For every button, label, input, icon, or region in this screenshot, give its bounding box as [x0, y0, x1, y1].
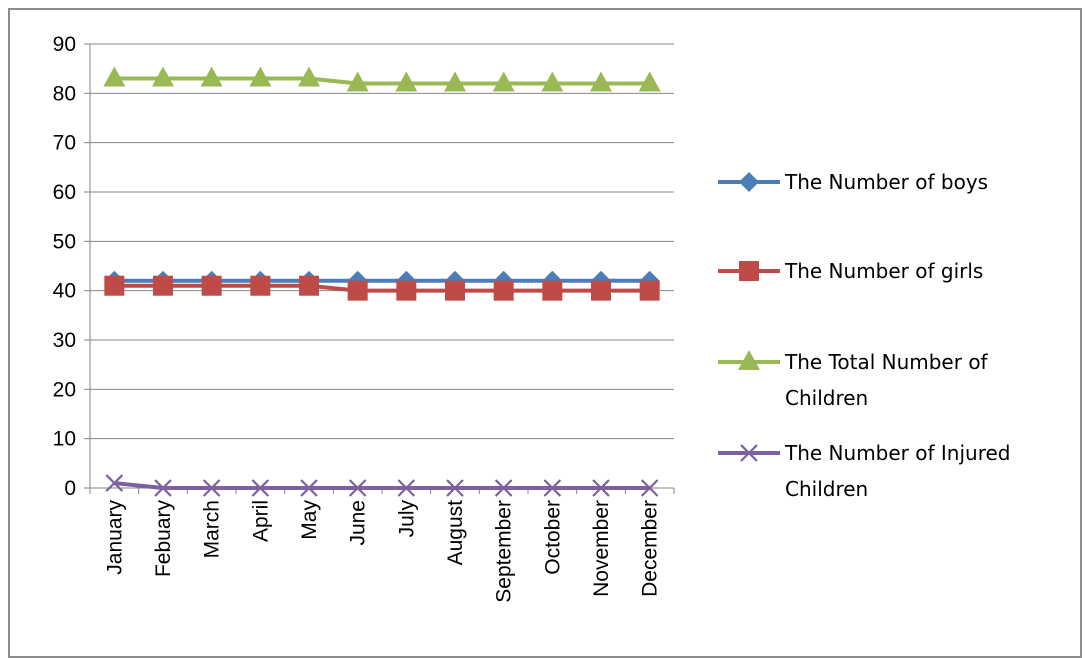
y-tick-label: 0: [64, 477, 76, 500]
series-line: [114, 76, 650, 86]
x-marker-stroke: [300, 479, 318, 497]
data-point: [347, 280, 368, 301]
x-marker-stroke: [348, 479, 367, 497]
series-0: [104, 270, 660, 291]
y-tick-label: 20: [53, 378, 76, 401]
series: [103, 66, 661, 497]
data-point: [152, 66, 174, 87]
x-marker-stroke: [397, 479, 416, 497]
x-tick-label: August: [444, 500, 467, 566]
data-point: [300, 479, 318, 497]
data-point: [298, 66, 320, 87]
gridlines: [90, 43, 674, 440]
data-point: [202, 479, 221, 497]
data-point: [104, 275, 125, 296]
data-point: [397, 479, 416, 497]
x-marker-stroke: [202, 479, 221, 497]
x-tick-label: May: [298, 500, 321, 540]
x-tick-label: Febuary: [152, 500, 175, 578]
x-tick-label: April: [249, 500, 272, 542]
y-tick-label: 80: [53, 82, 76, 105]
legend-label: Children: [785, 477, 868, 501]
legend-marker: [739, 261, 759, 281]
legend-marker: [739, 172, 759, 192]
data-point: [640, 479, 659, 497]
data-point: [153, 275, 173, 296]
data-point: [249, 66, 272, 87]
x-tick-label: September: [493, 500, 516, 603]
legend-item-2: The Total Number of Children: [718, 350, 989, 410]
data-point: [592, 479, 610, 497]
y-tick-label: 60: [53, 181, 76, 204]
x-tick-label: October: [541, 500, 564, 575]
data-point: [105, 474, 124, 492]
x-marker-stroke: [494, 479, 513, 497]
data-point: [543, 479, 562, 497]
x-marker-stroke: [740, 444, 758, 462]
data-point: [493, 280, 514, 301]
legend-label: The Total Number of: [784, 350, 989, 374]
series-1: [104, 275, 660, 301]
x-marker-stroke: [251, 479, 270, 497]
data-point: [638, 71, 661, 92]
data-point: [201, 275, 222, 296]
data-point: [250, 275, 271, 296]
x-tick-label: June: [347, 500, 370, 546]
series-line: [114, 283, 650, 293]
x-marker-stroke: [543, 479, 562, 497]
data-point: [492, 71, 515, 92]
y-tick-label: 50: [53, 230, 76, 253]
data-point: [639, 280, 660, 301]
legend-label: Children: [785, 386, 868, 410]
x-tick-label: November: [590, 500, 613, 597]
data-point: [346, 71, 369, 92]
data-point: [299, 275, 319, 296]
legend: The Number of boys The Number of girls The…: [718, 170, 1010, 501]
x-tick-label: December: [639, 500, 662, 597]
series-3: [105, 474, 659, 497]
legend-item-1: The Number of girls: [718, 259, 983, 283]
y-tick-label: 10: [53, 428, 76, 451]
data-point: [348, 479, 367, 497]
x-marker-stroke: [592, 479, 610, 497]
x-marker-stroke: [446, 479, 464, 497]
data-point: [591, 280, 611, 301]
x-marker-stroke: [154, 479, 172, 497]
y-tick-label: 30: [53, 329, 76, 352]
legend-label: The Number of girls: [784, 259, 983, 283]
data-point: [395, 71, 418, 92]
legend-label: The Number of Injured: [784, 441, 1010, 465]
data-point: [494, 479, 513, 497]
data-point: [200, 66, 223, 87]
x-marker-stroke: [640, 479, 659, 497]
x-tick-label: July: [395, 500, 418, 538]
legend-item-0: The Number of boys: [718, 170, 988, 194]
axes: 0 10 20 30 40 50 60 70 80 90 January Febuary March Ap…: [53, 33, 675, 603]
x-marker-stroke: [105, 474, 124, 492]
y-tick-label: 70: [53, 132, 76, 155]
data-point: [103, 66, 126, 87]
x-tick-label: March: [201, 500, 224, 558]
legend-label: The Number of boys: [784, 170, 988, 194]
data-point: [396, 280, 417, 301]
data-point: [444, 71, 466, 92]
chart-frame: [8, 8, 1082, 658]
legend-item-3: The Number of Injured Children: [718, 441, 1010, 501]
legend-marker: [738, 350, 760, 370]
legend-marker: [740, 444, 758, 462]
data-point: [251, 479, 270, 497]
data-point: [154, 479, 172, 497]
y-tick-label: 90: [53, 33, 76, 56]
y-tick-label: 40: [53, 280, 76, 303]
x-tick-label: January: [103, 500, 126, 575]
data-point: [542, 280, 563, 301]
series-line: [114, 481, 650, 490]
data-point: [541, 71, 564, 92]
data-point: [445, 280, 465, 301]
data-point: [590, 71, 612, 92]
data-point: [446, 479, 464, 497]
series-2: [103, 66, 661, 92]
